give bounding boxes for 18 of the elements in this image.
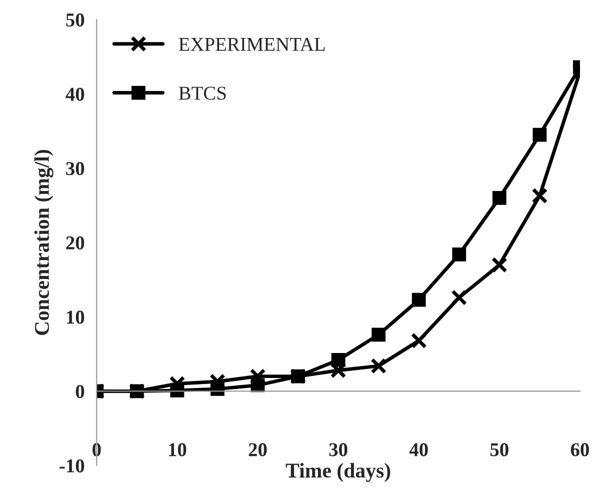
y-tick-label: 30 xyxy=(66,162,84,176)
legend-label: EXPERIMENTAL xyxy=(178,38,325,51)
x-tick-label: 20 xyxy=(248,443,267,456)
y-tick-label: 40 xyxy=(66,88,84,101)
y-axis-title: Concentration (mg/l) xyxy=(34,150,54,335)
y-tick-label: 50 xyxy=(66,13,84,27)
y-tick-label: 20 xyxy=(66,236,84,250)
y-tick-label: 0 xyxy=(76,385,84,398)
x-tick-label: 30 xyxy=(329,443,348,456)
x-tick-label: 10 xyxy=(169,443,186,456)
x-tick-label: 60 xyxy=(570,443,589,456)
legend-label: BTCS xyxy=(178,86,226,100)
y-tick-label: 10 xyxy=(66,310,84,324)
x-tick-label: 40 xyxy=(409,443,428,456)
x-axis-title: Time (days) xyxy=(286,462,390,482)
x-tick-label: 50 xyxy=(490,443,508,456)
y-tick-label: -10 xyxy=(60,459,84,472)
x-tick-label: 0 xyxy=(92,443,101,456)
